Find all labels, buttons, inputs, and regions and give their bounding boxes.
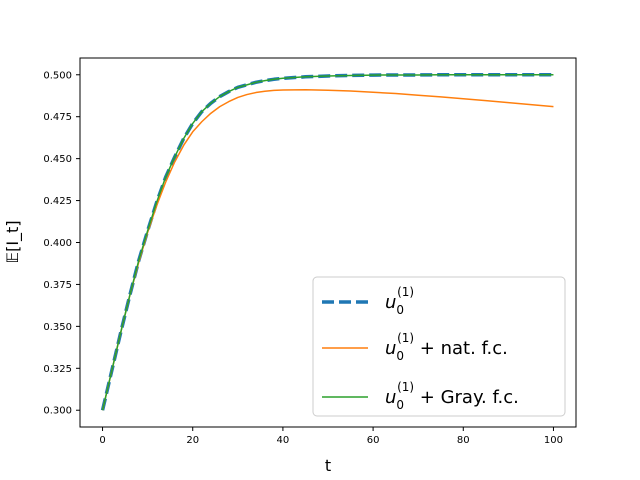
legend-label-1: u0(1) <box>385 285 414 317</box>
legend: u0(1) u0(1) + nat. f.c. u0(1) + Gray. f.c. <box>312 276 566 417</box>
x-tick-label: 40 <box>277 435 290 446</box>
x-tick-label: 80 <box>457 435 470 446</box>
y-tick-label: 0.475 <box>43 112 72 123</box>
y-tick-label: 0.450 <box>43 154 72 165</box>
y-tick-label: 0.400 <box>43 238 72 249</box>
legend-label-3: u0(1) + Gray. f.c. <box>385 380 519 412</box>
y-tick-label: 0.350 <box>43 322 72 333</box>
y-tick-label: 0.425 <box>43 196 72 207</box>
y-tick-label: 0.300 <box>43 406 72 417</box>
x-tick-label: 20 <box>186 435 199 446</box>
y-tick-label: 0.325 <box>43 364 72 375</box>
y-tick-label: 0.500 <box>43 70 72 81</box>
axes: 0 20 40 60 80 100 0.300 0.325 0.350 0.375 0.400 0.4… <box>43 57 577 446</box>
legend-box <box>312 276 566 417</box>
legend-label-2: u0(1) + nat. f.c. <box>385 331 508 363</box>
x-axis-label: t <box>325 456 331 475</box>
y-axis-label: 𝔼[I_t] <box>3 220 23 263</box>
x-tick-label: 60 <box>367 435 380 446</box>
x-tick-label: 0 <box>99 435 105 446</box>
x-tick-label: 100 <box>544 435 563 446</box>
y-tick-label: 0.375 <box>43 280 72 291</box>
series-line-3 <box>101 74 554 411</box>
plot-area <box>100 73 554 411</box>
